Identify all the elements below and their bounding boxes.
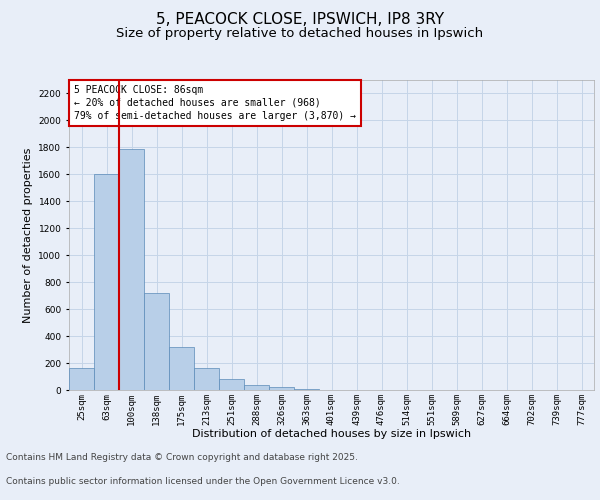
Bar: [119, 148, 144, 390]
Bar: [69, 368, 94, 390]
Text: 5 PEACOCK CLOSE: 86sqm
← 20% of detached houses are smaller (968)
79% of semi-de: 5 PEACOCK CLOSE: 86sqm ← 20% of detached…: [74, 84, 356, 121]
Bar: [219, 379, 244, 390]
Text: Contains public sector information licensed under the Open Government Licence v3: Contains public sector information licen…: [6, 477, 400, 486]
Bar: [144, 293, 169, 390]
Bar: [169, 347, 194, 390]
Text: Contains HM Land Registry data © Crown copyright and database right 2025.: Contains HM Land Registry data © Crown c…: [6, 454, 358, 462]
Text: 5, PEACOCK CLOSE, IPSWICH, IP8 3RY: 5, PEACOCK CLOSE, IPSWICH, IP8 3RY: [156, 12, 444, 28]
Y-axis label: Number of detached properties: Number of detached properties: [23, 148, 33, 322]
Bar: [94, 174, 119, 390]
Text: Size of property relative to detached houses in Ipswich: Size of property relative to detached ho…: [116, 28, 484, 40]
X-axis label: Distribution of detached houses by size in Ipswich: Distribution of detached houses by size …: [192, 429, 471, 439]
Bar: [294, 388, 319, 390]
Bar: [244, 386, 269, 390]
Bar: [194, 368, 219, 390]
Bar: [269, 388, 294, 390]
